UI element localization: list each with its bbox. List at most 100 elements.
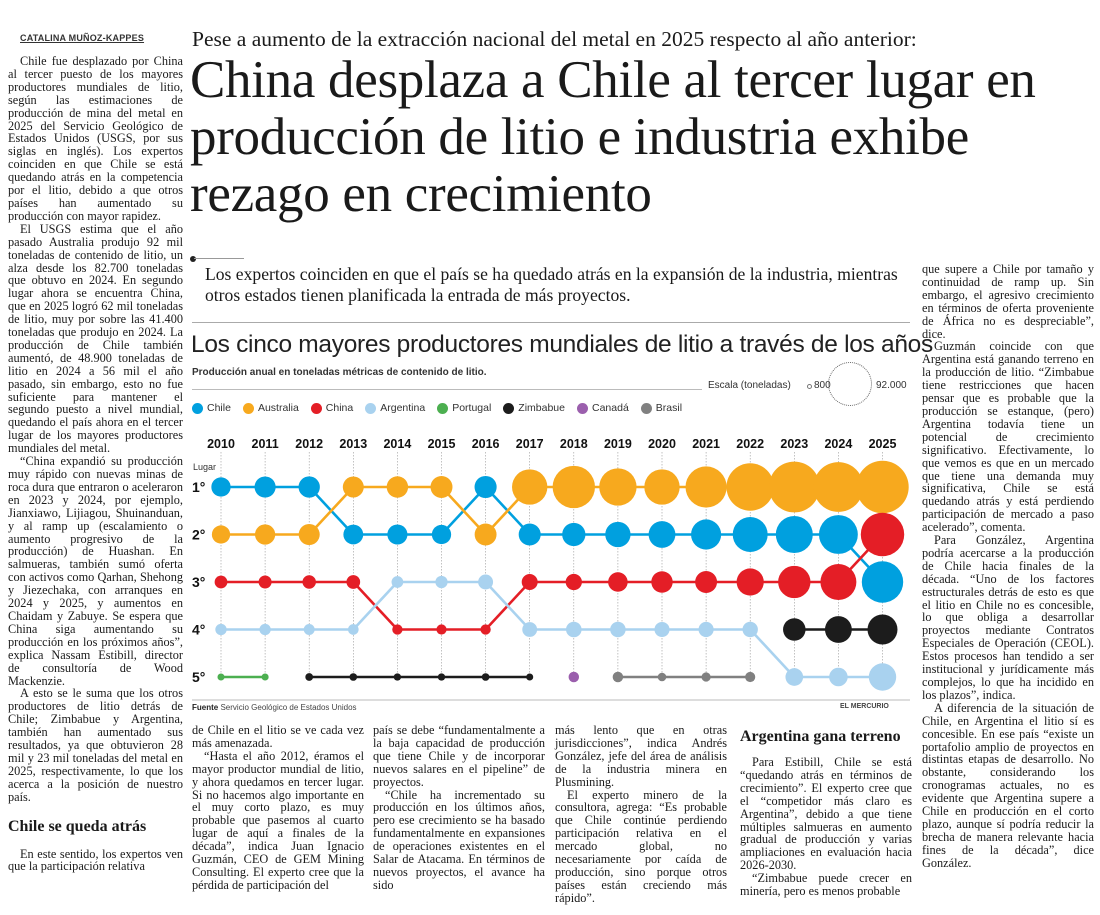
bubble-portugal: [217, 673, 225, 681]
bubble-australia: [474, 523, 497, 546]
year-label: 2016: [472, 437, 500, 451]
bubble-china: [651, 571, 673, 593]
bubble-china: [608, 572, 628, 592]
bubble-china: [346, 575, 361, 589]
year-label: 2021: [692, 437, 720, 451]
legend-swatch: [503, 402, 515, 414]
bubble-argentina: [654, 621, 670, 638]
year-label: 2011: [252, 437, 279, 451]
paragraph: Para González, Argentina podría acercars…: [922, 533, 1094, 702]
deck: Los expertos coinciden en que el país se…: [205, 264, 898, 305]
bubble-australia: [856, 460, 909, 514]
bubble-portugal: [261, 673, 269, 681]
bubble-china: [695, 571, 718, 593]
paragraph: El experto minero de la consultora, agre…: [555, 787, 727, 905]
bubble-australia: [512, 469, 548, 505]
headline: China desplaza a Chile al tercer lugar e…: [190, 51, 1036, 223]
bubble-australia: [386, 476, 409, 498]
scale-label: Escala (toneladas): [708, 380, 791, 391]
bubble-zimbabue: [783, 618, 806, 641]
year-label: 2012: [295, 437, 323, 451]
bubble-chile: [562, 522, 586, 547]
source-label: Fuente: [192, 703, 219, 712]
bubble-chile: [431, 524, 452, 545]
legend-label: Zimbabue: [518, 402, 565, 414]
bubble-chile: [518, 523, 541, 546]
bubble-chile: [298, 476, 320, 498]
bump-chart: 2010 2011 2012 2013 2014 2015 2016 2017 2018 2019…: [192, 437, 909, 691]
bubble-zimbabue: [481, 673, 490, 681]
bottom-column-1: de Chile en el litio se ve cada vez más …: [192, 724, 364, 892]
bubble-china: [302, 575, 316, 589]
legend-label: Brasil: [655, 402, 683, 414]
legend-item: China: [310, 402, 354, 414]
credit: EL MERCURIO: [840, 703, 889, 710]
bubble-argentina: [566, 621, 582, 638]
bubble-chile: [343, 524, 364, 545]
series-line-argentina: [484, 581, 531, 631]
year-label: 2023: [780, 437, 808, 451]
bubble-australia: [726, 463, 774, 511]
legend-swatch: [437, 402, 449, 414]
bubble-china: [778, 565, 811, 599]
bubble-chile: [775, 516, 813, 553]
bubble-brasil: [657, 672, 667, 682]
bubble-brasil: [701, 672, 711, 682]
paragraph: “Hasta el año 2012, éramos el mayor prod…: [192, 748, 364, 892]
axis-label: Lugar: [193, 462, 216, 472]
paragraph: “Zimbabue puede crecer en minería, pero …: [740, 871, 912, 899]
legend-item: Canadá: [577, 402, 629, 414]
chart-legend: Chile Australia China Argentina Portugal Zimb…: [192, 402, 694, 414]
bubble-brasil: [612, 671, 624, 683]
paragraph: de Chile en el litio se ve cada vez más …: [192, 723, 364, 750]
divider: [192, 389, 702, 390]
series-line-argentina: [352, 581, 399, 631]
year-label: 2010: [207, 437, 235, 451]
scale-small-circle: [807, 384, 812, 389]
series-line-australia: [308, 486, 355, 536]
paragraph: que supere a Chile por tamaño y continui…: [922, 262, 1094, 341]
bubble-australia: [685, 466, 727, 508]
bubble-chile: [474, 475, 497, 499]
year-label: 2017: [516, 437, 544, 451]
year-label: 2015: [428, 437, 456, 451]
scale-max: 92.000: [876, 380, 907, 391]
bubble-argentina: [478, 574, 494, 590]
source: Fuente Servicio Geológico de Estados Uni…: [192, 703, 357, 712]
scale-min: 800: [814, 380, 831, 391]
bubble-australia: [211, 525, 231, 544]
subhead: Argentina gana terreno: [740, 728, 901, 745]
rank-label: 2°: [192, 527, 205, 543]
byline: CATALINA MUÑOZ-KAPPES: [20, 33, 145, 43]
bubble-argentina: [785, 668, 804, 686]
bubble-argentina: [698, 621, 714, 638]
paragraph: A esto se le suma que los otros producto…: [8, 686, 183, 804]
bubble-argentina: [303, 624, 315, 635]
legend-label: China: [325, 402, 354, 414]
bubble-china: [521, 574, 538, 590]
paragraph: El USGS estima que el año pasado Austral…: [8, 221, 183, 456]
paragraph: Para Estibill, Chile se está “quedando a…: [740, 755, 912, 873]
bubble-china: [480, 624, 491, 635]
bubble-australia: [813, 462, 864, 512]
bubble-zimbabue: [526, 673, 534, 681]
bubble-chile: [691, 519, 722, 550]
chart-subtitle: Producción anual en toneladas métricas d…: [192, 367, 487, 378]
kicker: Pese a aumento de la extracción nacional…: [192, 27, 917, 51]
paragraph: más lento que en otras jurisdicciones”, …: [555, 723, 727, 789]
bubble-argentina: [610, 621, 626, 638]
subhead: Chile se queda atrás: [8, 817, 147, 835]
legend-label: Argentina: [380, 402, 426, 414]
bubble-china: [736, 568, 764, 596]
paragraph: país se debe “fundamentalmente a la baja…: [373, 723, 545, 789]
legend-item: Argentina: [365, 402, 425, 414]
bubble-chile: [818, 515, 858, 554]
bubble-argentina: [742, 621, 758, 638]
legend-swatch: [577, 402, 588, 414]
divider: [192, 699, 910, 701]
chart-title: Los cinco mayores productores mundiales …: [191, 331, 933, 358]
bubble-australia: [644, 469, 680, 505]
bubble-australia: [430, 476, 453, 498]
bubble-chile: [861, 561, 904, 603]
bubble-argentina: [435, 575, 448, 589]
